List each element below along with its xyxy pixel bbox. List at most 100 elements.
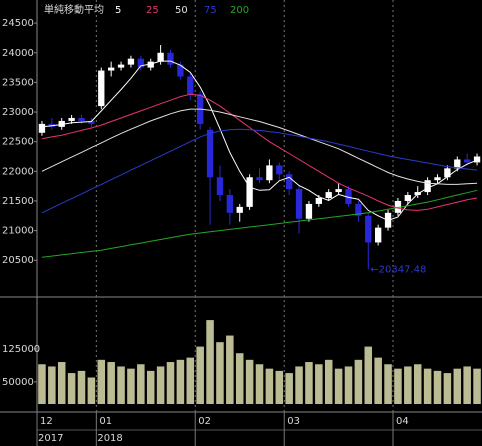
ma-line: [41, 60, 478, 222]
candle-body: [256, 177, 263, 181]
candle-body: [434, 177, 441, 181]
x-tick-label: 12: [40, 416, 53, 427]
x-tick-label: 04: [396, 416, 409, 427]
y-tick-label: 21500: [2, 196, 34, 207]
volume-bar: [453, 368, 462, 404]
candle-body: [157, 52, 164, 62]
x-tick-label: 02: [198, 416, 211, 427]
legend-entry: 25: [146, 5, 159, 16]
annotation: ←20347.48: [370, 264, 426, 275]
volume-bar: [285, 373, 293, 404]
ma-line: [41, 128, 478, 214]
candle-body: [325, 192, 332, 198]
volume-bar: [334, 368, 343, 404]
candle-body: [404, 195, 411, 201]
volume-bar: [295, 366, 303, 404]
legend-entry: 50: [175, 5, 188, 16]
volume-bar: [235, 353, 244, 404]
volume-bar: [404, 366, 412, 404]
legend-entry: 200: [230, 5, 249, 16]
volume-bar: [374, 357, 382, 404]
candle-body: [187, 76, 194, 95]
volume-bar: [265, 368, 274, 404]
candle-body: [177, 64, 184, 77]
volume-bar: [67, 373, 76, 404]
volume-bar: [413, 364, 422, 404]
volume-bar: [463, 366, 471, 404]
volume-y-tick-label: 50000: [2, 377, 34, 388]
x-tick-label: 03: [287, 416, 300, 427]
candle-body: [286, 174, 293, 190]
candle-body: [266, 165, 273, 181]
volume-bar: [77, 370, 86, 404]
year-label: 2018: [97, 433, 122, 444]
candle-body: [305, 203, 313, 219]
candle-body: [68, 117, 75, 121]
y-tick-label: 23500: [2, 77, 34, 88]
volume-y-tick-label: 125000: [2, 344, 40, 355]
volume-bar: [186, 357, 195, 404]
candle-body: [424, 180, 431, 193]
candle-body: [216, 177, 224, 196]
volume-bar: [245, 359, 254, 404]
volume-bar: [97, 359, 106, 404]
ma-line: [41, 108, 478, 185]
candle-body: [98, 70, 105, 107]
volume-bar: [443, 373, 452, 404]
candle-body: [226, 195, 233, 213]
volume-bar: [354, 359, 363, 404]
candle-body: [295, 189, 303, 219]
candle-body: [315, 198, 322, 204]
candle-body: [236, 206, 243, 213]
volume-bar: [324, 359, 333, 404]
y-tick-label: 20500: [2, 255, 34, 266]
x-tick-label: 01: [99, 416, 112, 427]
volume-bar: [176, 359, 185, 404]
volume-bar: [423, 368, 432, 404]
candle-body: [335, 189, 342, 193]
volume-bar: [226, 335, 234, 404]
candle-body: [108, 67, 115, 71]
candle-body: [473, 156, 481, 163]
candle-body: [375, 227, 382, 243]
volume-bar: [196, 346, 204, 404]
candle-body: [167, 52, 174, 65]
legend-entry: 75: [204, 5, 217, 16]
candle-body: [58, 120, 65, 127]
candle-body: [454, 159, 461, 169]
volume-bar: [394, 368, 402, 404]
volume-bar: [127, 368, 135, 404]
volume-bar: [384, 364, 392, 404]
candle-body: [78, 117, 85, 121]
volume-bar: [305, 362, 313, 404]
volume-bar: [216, 342, 224, 404]
candle-body: [365, 215, 372, 243]
y-tick-label: 23000: [2, 107, 34, 118]
volume-bar: [344, 366, 353, 404]
volume-bar: [48, 366, 56, 404]
candle-body: [464, 159, 471, 163]
volume-bar: [433, 370, 442, 404]
volume-bar: [38, 364, 46, 404]
candle-body: [355, 203, 362, 216]
legend-title: 単純移動平均: [44, 3, 104, 16]
ma-line: [41, 189, 478, 258]
volume-bar: [146, 370, 155, 404]
volume-bar: [206, 320, 214, 404]
y-tick-label: 24500: [2, 18, 34, 29]
volume-bar: [107, 362, 115, 404]
legend-entry: 5: [115, 5, 121, 16]
candle-body: [127, 58, 135, 65]
volume-bar: [473, 368, 481, 404]
candle-body: [137, 58, 144, 68]
volume-bar: [315, 364, 323, 404]
volume-bar: [57, 362, 66, 404]
candle-body: [147, 61, 154, 68]
y-tick-label: 24000: [2, 48, 34, 59]
volume-bar: [275, 370, 284, 404]
volume-bar: [255, 364, 264, 404]
candle-body: [206, 129, 214, 178]
volume-bar: [166, 362, 175, 404]
y-tick-label: 21000: [2, 226, 34, 237]
